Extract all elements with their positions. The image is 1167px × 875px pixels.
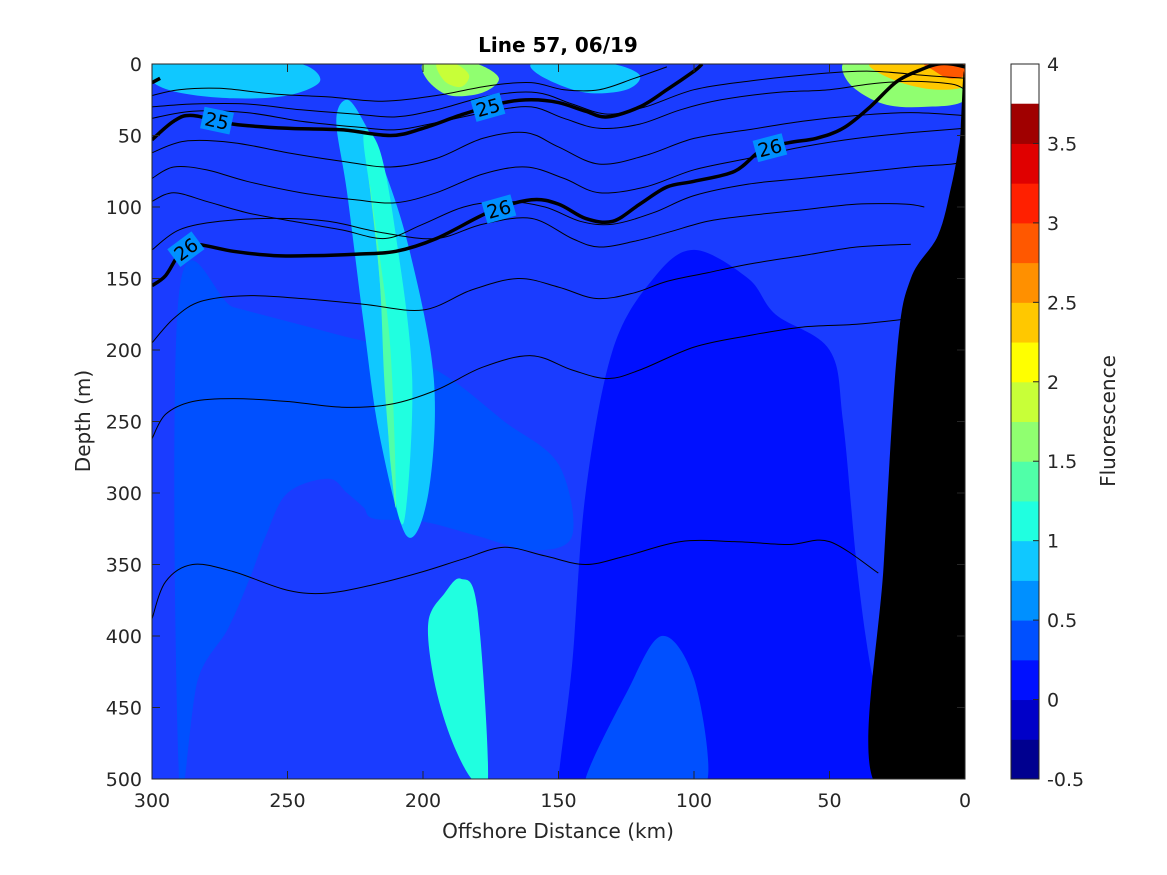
fluorescence-region (923, 64, 965, 79)
density-contour-thin (152, 539, 879, 619)
density-contour-thin (152, 70, 965, 118)
colorbar-tick-label: 3 (1047, 213, 1059, 235)
fluorescence-region (152, 64, 321, 99)
x-tick-label: 200 (405, 790, 441, 812)
x-tick-label: 150 (540, 790, 576, 812)
contour-label-gap (167, 231, 205, 267)
fluorescence-region (558, 249, 884, 779)
density-contour-thin (152, 203, 925, 251)
fluorescence-region (436, 64, 470, 88)
x-axis-ticks: 300 250 200 150 100 50 0 (134, 64, 971, 812)
colorbar-swatch (1011, 381, 1039, 422)
colorbar-tick-label: 4 (1047, 54, 1059, 76)
colorbar-tick-label: 1.5 (1047, 451, 1077, 473)
y-tick-label: 100 (106, 197, 142, 219)
plot-area (152, 64, 965, 779)
colorbar-swatch (1011, 143, 1039, 184)
colorbar-swatch (1011, 461, 1039, 502)
y-axis-ticks: 0 50 100 150 200 250 300 350 400 450 500 (106, 54, 965, 791)
x-axis-label: Offshore Distance (km) (442, 819, 674, 843)
colorbar-swatch (1011, 500, 1039, 542)
contour-label-gap (200, 106, 234, 135)
colorbar-label: Fluorescence (1096, 355, 1120, 487)
contour-label-group: 25 (200, 106, 234, 135)
density-contour-thin (152, 112, 965, 168)
colorbar-frame (1010, 63, 1040, 780)
density-contour-thin (152, 127, 965, 204)
contour-label-gap (752, 133, 788, 163)
colorbar-tick-label: 0.5 (1047, 610, 1077, 632)
density-contour-thin (152, 66, 668, 102)
x-tick-label: 250 (269, 790, 305, 812)
colorbar-swatch (1011, 580, 1039, 621)
density-contour-thin (152, 243, 911, 344)
contour-label-group: 26 (752, 133, 788, 163)
y-tick-label: 200 (106, 340, 142, 362)
density-contour-thin (152, 318, 911, 439)
x-tick-label: 50 (817, 790, 841, 812)
y-tick-label: 300 (106, 483, 142, 505)
colorbar-swatch (1011, 421, 1039, 462)
chart-title: Line 57, 06/19 (478, 33, 638, 57)
colorbar-tick-label: -0.5 (1047, 769, 1084, 791)
colorbar-swatch (1011, 103, 1039, 144)
density-contour-thin (152, 160, 965, 240)
fluorescence-regions (152, 64, 965, 779)
colorbar-swatch (1011, 739, 1039, 780)
x-tick-label: 300 (134, 790, 170, 812)
y-tick-label: 50 (118, 126, 142, 148)
fluorescence-region (427, 578, 489, 779)
colorbar-swatch (1011, 620, 1039, 661)
colorbar-swatch (1011, 699, 1039, 740)
y-tick-label: 0 (130, 54, 142, 76)
y-tick-label: 450 (106, 698, 142, 720)
colorbar-ticks: -0.5 0 0.5 1 1.5 2 2.5 3 3.5 4 (1033, 54, 1084, 791)
x-tick-label: 0 (959, 790, 971, 812)
colorbar-tick-label: 1 (1047, 531, 1059, 553)
colorbar-swatch (1011, 183, 1039, 224)
x-tick-label: 100 (676, 790, 712, 812)
y-tick-label: 500 (106, 769, 142, 791)
contour-label-gap (470, 92, 506, 122)
colorbar-tick-label: 2 (1047, 372, 1059, 394)
contour-label-group: 25 (470, 92, 506, 122)
y-tick-label: 250 (106, 412, 142, 434)
density-contour-bold (152, 64, 965, 288)
contour-label-gap (481, 194, 517, 224)
fluorescence-region (368, 177, 397, 508)
colorbar-tick-label: 3.5 (1047, 133, 1077, 155)
colorbar-tick-label: 2.5 (1047, 292, 1077, 314)
density-contour-thin (152, 80, 965, 131)
contour-label: 25 (203, 108, 231, 135)
seafloor-shape (868, 71, 965, 779)
colorbar-swatch (1011, 659, 1039, 701)
y-axis-label: Depth (m) (71, 370, 95, 472)
colorbar-tick-label: 0 (1047, 690, 1059, 712)
y-tick-label: 350 (106, 555, 142, 577)
fluorescence-region (174, 260, 574, 779)
density-contours-thin (152, 66, 965, 619)
colorbar-swatch (1011, 262, 1039, 303)
colorbar-swatch (1011, 302, 1039, 343)
colorbar-swatch (1011, 342, 1039, 383)
colorbar-swatch (1011, 540, 1039, 581)
y-tick-label: 150 (106, 269, 142, 291)
colorbar (1011, 103, 1039, 780)
fluorescence-region (585, 635, 709, 779)
colorbar-swatch (1011, 222, 1039, 264)
y-tick-label: 400 (106, 626, 142, 648)
